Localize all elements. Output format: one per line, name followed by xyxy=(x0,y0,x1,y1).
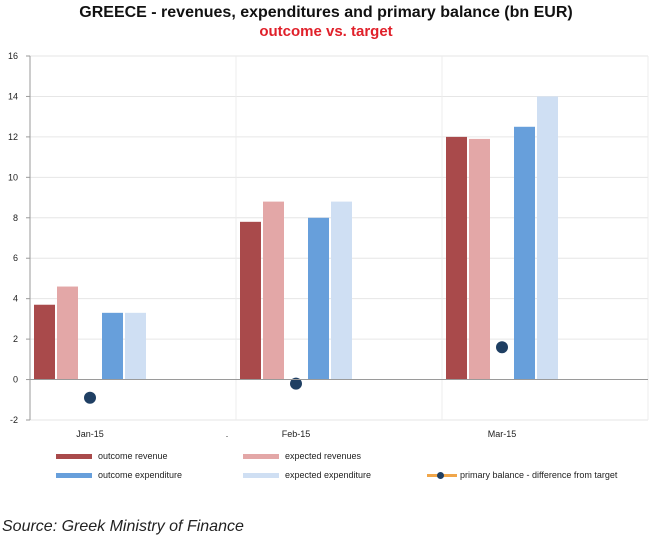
y-tick-label: 4 xyxy=(13,294,18,304)
bar-outcome-revenue-Feb-15 xyxy=(240,221,261,380)
x-tick-label: Feb-15 xyxy=(282,429,311,439)
y-tick-label: 6 xyxy=(13,253,18,263)
axes xyxy=(26,55,648,421)
bar-outcome-revenue-Mar-15 xyxy=(446,136,467,380)
y-tick-label: 0 xyxy=(13,375,18,385)
chart-title: GREECE - revenues, expenditures and prim… xyxy=(79,4,573,21)
legend-item-primary-balance: primary balance - difference from target xyxy=(427,469,617,481)
primary-balance-marker-Mar-15 xyxy=(496,341,508,354)
legend-label-expected-expenditure: expected expenditure xyxy=(285,470,372,480)
y-tick-label: -2 xyxy=(10,415,18,425)
legend-label-outcome-revenue: outcome revenue xyxy=(98,451,168,461)
bar-expected-expenditure-Mar-15 xyxy=(537,96,558,380)
legend-item-expected-revenues: expected revenues xyxy=(243,450,361,462)
primary-balance-marker-Feb-15 xyxy=(290,377,302,390)
legend-item-expected-expenditure: expected expenditure xyxy=(243,469,371,481)
bars xyxy=(34,96,558,380)
y-tick-label: 12 xyxy=(8,132,18,142)
primary-balance-markers xyxy=(84,341,508,404)
x-tick-label: Mar-15 xyxy=(488,429,517,439)
y-tick-labels: 16 14 12 10 8 6 4 2 0 -2 xyxy=(8,51,18,425)
chart-plot: 16 14 12 10 8 6 4 2 0 -2 Jan-15 Feb-15 Mar-15. xyxy=(8,51,649,439)
bar-outcome-expenditure-Mar-15 xyxy=(514,126,535,380)
y-tick-label: 8 xyxy=(13,213,18,223)
y-tick-label: 16 xyxy=(8,51,18,61)
y-tick-label: 10 xyxy=(8,172,18,182)
legend-label-expected-revenues: expected revenues xyxy=(285,451,362,461)
y-tick-label: 14 xyxy=(8,91,18,101)
x-tick-labels: Jan-15 Feb-15 Mar-15. xyxy=(76,429,516,439)
bar-expected-expenditure-Jan-15 xyxy=(125,312,146,380)
legend-swatch-outcome-expenditure xyxy=(56,472,92,478)
bar-outcome-expenditure-Jan-15 xyxy=(102,312,123,380)
chart-subtitle: outcome vs. target xyxy=(259,23,393,40)
bar-outcome-revenue-Jan-15 xyxy=(34,304,55,380)
bar-expected-revenues-Feb-15 xyxy=(263,201,284,380)
primary-balance-marker-Jan-15 xyxy=(84,391,96,404)
legend-swatch-expected-expenditure xyxy=(243,472,279,478)
legend-label-outcome-expenditure: outcome expenditure xyxy=(98,470,183,480)
legend-item-outcome-revenue: outcome revenue xyxy=(56,450,168,462)
source-note: Source: Greek Ministry of Finance xyxy=(2,518,244,535)
bar-expected-expenditure-Feb-15 xyxy=(331,201,352,380)
legend-swatch-outcome-revenue xyxy=(56,453,92,459)
legend-swatch-expected-revenues xyxy=(243,453,279,459)
legend-item-outcome-expenditure: outcome expenditure xyxy=(56,469,182,481)
y-tick-label: 2 xyxy=(13,334,18,344)
bar-expected-revenues-Mar-15 xyxy=(469,138,490,380)
legend-label-primary-balance: primary balance - difference from target xyxy=(460,470,618,480)
bar-outcome-expenditure-Feb-15 xyxy=(308,217,329,380)
x-tick-label: Jan-15 xyxy=(76,429,104,439)
x-tick-label-extra: . xyxy=(226,429,229,439)
legend-swatch-primary-balance xyxy=(427,469,457,481)
bar-expected-revenues-Jan-15 xyxy=(57,286,78,380)
